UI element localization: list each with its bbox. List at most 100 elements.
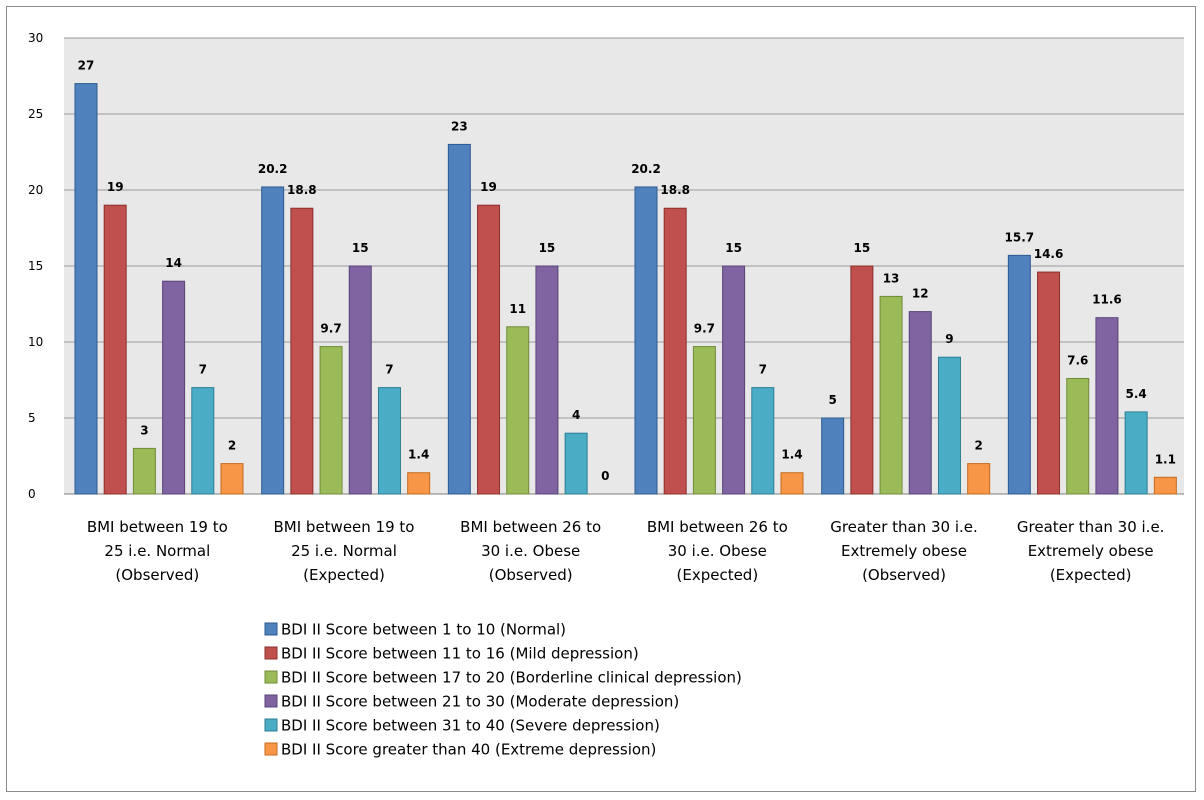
bar [937,356,961,495]
bar [692,346,716,495]
bar [261,186,285,495]
category-label-line: (Expected) [303,566,385,584]
category-label-line: 30 i.e. Obese [668,542,767,560]
bar [447,143,471,495]
data-label: 14 [165,256,182,270]
bar [821,417,845,495]
bar [319,346,343,495]
y-tick-label: 0 [28,487,36,501]
bar [967,463,991,495]
data-label: 18.8 [660,183,690,197]
legend-label: BDI II Score between 1 to 10 (Normal) [281,621,566,639]
x-axis: BMI between 19 to 25 i.e. Normal (Observed… [87,518,1165,584]
bar [634,186,658,495]
data-label: 1.4 [408,448,429,462]
data-label: 5.4 [1126,387,1147,401]
category-label: Greater than 30 i.e. Extremely obese (Obse… [830,518,978,584]
gridlines [64,37,1184,495]
bar [663,207,687,495]
bar [1066,377,1090,495]
bar [751,387,775,495]
data-label: 14.6 [1034,247,1064,261]
data-label: 9.7 [694,322,715,336]
data-label: 19 [480,180,497,194]
legend-label: BDI II Score between 21 to 30 (Moderate … [281,693,679,711]
legend-swatch [264,694,278,708]
category-label: Greater than 30 i.e. Extremely obese (Expe… [1017,518,1165,584]
category-label-line: 25 i.e. Normal [291,542,397,560]
legend-label: BDI II Score greater than 40 (Extreme de… [281,741,656,759]
bar [506,326,530,495]
bar [407,472,431,495]
bar [74,83,98,495]
data-label: 3 [140,423,148,437]
category-label-line: BMI between 26 to [460,518,601,536]
legend-swatch [264,646,278,660]
category-label-line: Greater than 30 i.e. [830,518,978,536]
data-label: 15.7 [1005,230,1035,244]
bar [1124,411,1148,495]
data-label: 5 [828,393,836,407]
bars [74,83,1177,495]
category-label-line: BMI between 19 to [274,518,415,536]
bar [132,447,156,495]
bar [1037,271,1061,495]
bar [290,207,314,495]
bar [1007,254,1031,495]
bar [850,265,874,495]
data-label: 15 [725,241,742,255]
legend-swatch [264,718,278,732]
bar [103,204,127,495]
legend-swatch [264,622,278,636]
legend-swatch [264,742,278,756]
bar [348,265,372,495]
data-label: 15 [854,241,871,255]
bar [1095,317,1119,495]
bar [220,463,244,495]
data-label: 2 [974,439,982,453]
data-label: 18.8 [287,183,317,197]
y-tick-label: 10 [28,335,43,349]
data-label: 7 [385,363,393,377]
data-label: 11 [509,302,526,316]
data-label: 9 [945,332,953,346]
data-label: 23 [451,119,468,133]
y-tick-label: 25 [28,107,43,121]
category-label-line: BMI between 26 to [647,518,788,536]
bar [879,295,903,495]
data-label: 9.7 [320,322,341,336]
data-label: 7 [759,363,767,377]
bar [162,280,186,495]
data-label: 20.2 [631,162,661,176]
data-label: 12 [912,287,929,301]
category-label-line: 25 i.e. Normal [104,542,210,560]
y-tick-label: 30 [28,31,43,45]
category-label-line: Extremely obese [841,542,967,560]
data-label: 4 [572,408,580,422]
data-label: 2 [228,439,236,453]
data-label: 7 [199,363,207,377]
legend-label: BDI II Score between 31 to 40 (Severe de… [281,717,660,735]
bar [564,432,588,495]
bar [477,204,501,495]
y-tick-label: 5 [28,411,36,425]
bar [191,387,215,495]
category-label-line: (Expected) [1050,566,1132,584]
bar [780,472,804,495]
category-label-line: Extremely obese [1028,542,1154,560]
data-label: 7.6 [1067,353,1088,367]
data-label: 0 [601,469,609,483]
legend-swatch [264,670,278,684]
bar [377,387,401,495]
data-label: 15 [352,241,369,255]
legend: BDI II Score between 1 to 10 (Normal) BDI… [264,621,742,759]
bar [722,265,746,495]
legend-label: BDI II Score between 17 to 20 (Borderlin… [281,669,742,687]
legend-label: BDI II Score between 11 to 16 (Mild depr… [281,645,639,663]
data-label: 1.1 [1155,452,1176,466]
bar [1153,476,1177,495]
bar [535,265,559,495]
category-label: BMI between 19 to 25 i.e. Normal (Observed… [87,518,228,584]
category-label-line: Greater than 30 i.e. [1017,518,1165,536]
